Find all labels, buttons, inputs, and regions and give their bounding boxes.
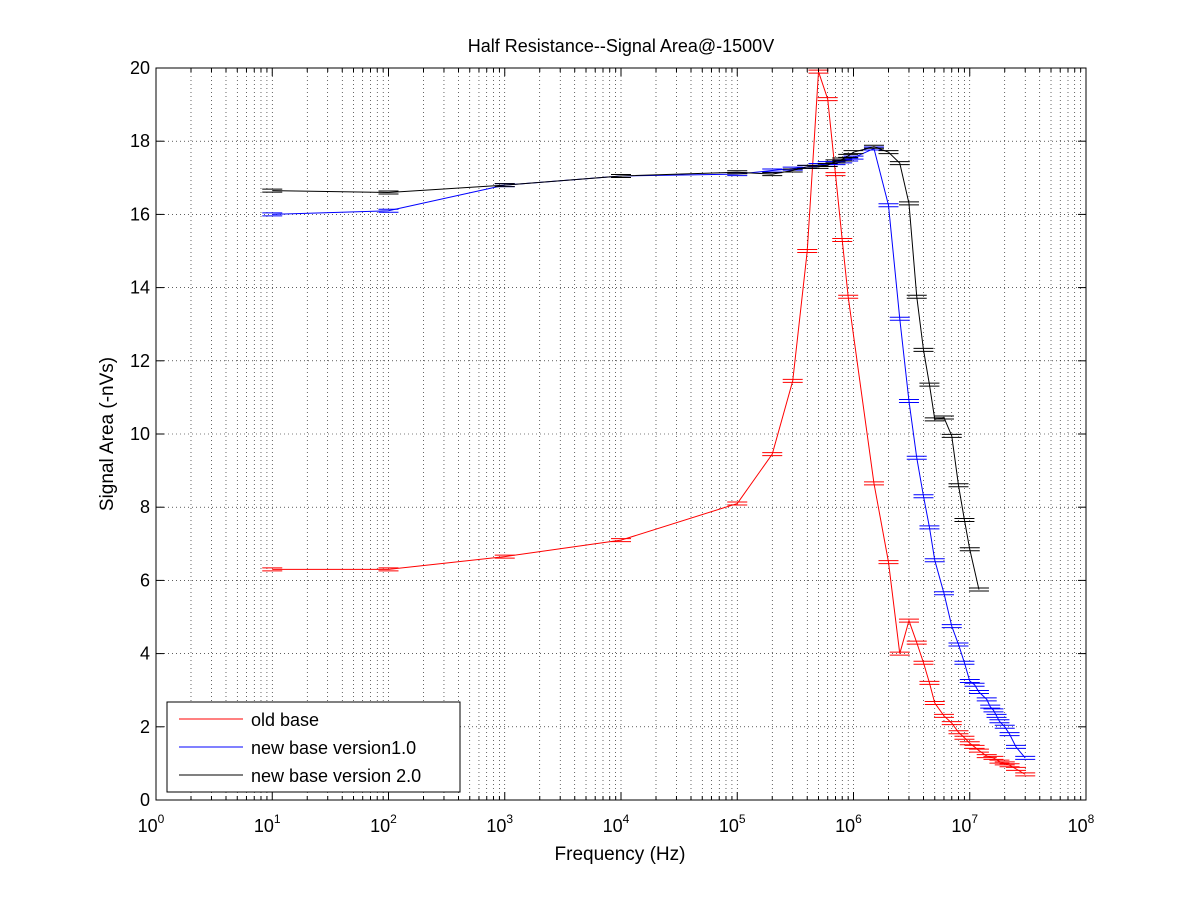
y-tick-label: 0 <box>140 790 150 810</box>
series-2 <box>262 146 1036 760</box>
chart-title: Half Resistance--Signal Area@-1500V <box>468 36 774 56</box>
x-tick-label: 102 <box>370 812 397 836</box>
x-tick-label: 101 <box>254 812 281 836</box>
series-1 <box>262 69 1036 777</box>
y-tick-label: 2 <box>140 717 150 737</box>
x-tick-label: 106 <box>835 812 862 836</box>
grid <box>156 68 1086 800</box>
ticks: 100 101 102 103 104 105 106 107 108 0 2 4 6 8 10 12 14 16… <box>130 58 1095 836</box>
x-tick-label: 100 <box>138 812 165 836</box>
series-line <box>272 146 980 590</box>
x-tick-label: 108 <box>1068 812 1095 836</box>
series-layer <box>262 69 1036 777</box>
y-axis-label: Signal Area (-nVs) <box>97 357 118 511</box>
y-tick-label: 12 <box>130 351 150 371</box>
x-axis-label: Frequency (Hz) <box>555 844 686 865</box>
series-line <box>272 147 1026 759</box>
y-tick-label: 10 <box>130 424 150 444</box>
y-tick-label: 8 <box>140 497 150 517</box>
x-tick-label: 107 <box>951 812 978 836</box>
legend-entry: new base version1.0 <box>251 738 416 758</box>
x-tick-label: 103 <box>486 812 513 836</box>
x-tick-label: 104 <box>603 812 630 836</box>
y-tick-label: 16 <box>130 204 150 224</box>
series-3 <box>262 144 989 592</box>
x-tick-label: 105 <box>719 812 746 836</box>
legend-entry: old base <box>251 710 319 730</box>
y-tick-label: 4 <box>140 644 150 664</box>
y-tick-label: 14 <box>130 278 150 298</box>
y-tick-label: 6 <box>140 570 150 590</box>
y-tick-label: 20 <box>130 58 150 78</box>
legend: old base new base version1.0 new base vers… <box>166 701 461 793</box>
legend-entry: new base version 2.0 <box>251 766 421 786</box>
y-tick-label: 18 <box>130 131 150 151</box>
